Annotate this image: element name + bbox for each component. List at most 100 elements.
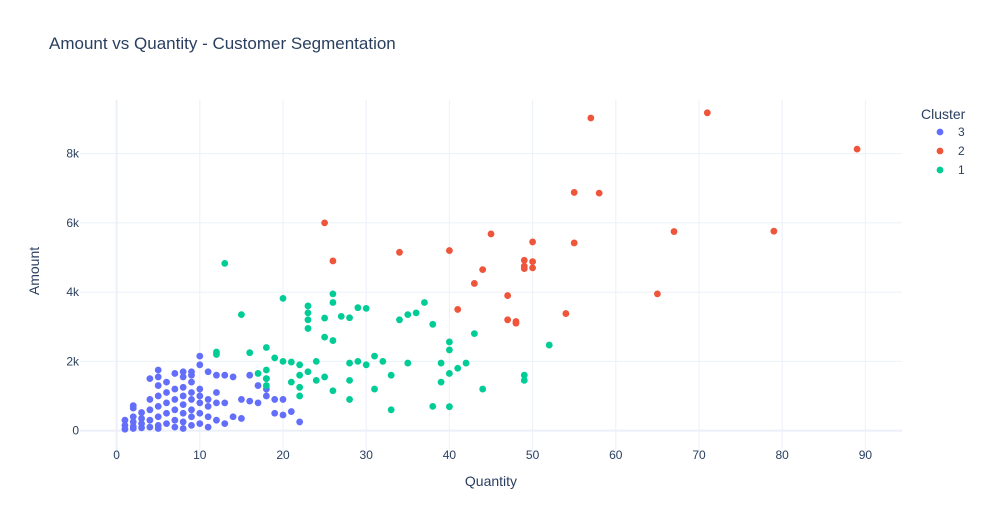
zero-line (80, 100, 902, 460)
data-point (171, 370, 179, 377)
data-point (271, 396, 279, 403)
data-point (129, 423, 137, 430)
data-point (346, 359, 353, 367)
data-point (196, 399, 204, 407)
data-point (304, 302, 312, 310)
data-point (653, 290, 661, 298)
data-point (163, 378, 170, 386)
data-point (229, 413, 237, 421)
data-point (404, 311, 412, 319)
data-point (171, 385, 179, 393)
data-point (321, 314, 329, 322)
data-point (221, 371, 229, 379)
data-point (154, 366, 162, 374)
y-tick-label: 0 (72, 424, 79, 438)
data-point (387, 406, 395, 414)
x-tick-labels: 0 10 20 30 40 50 60 70 80 90 (113, 448, 872, 462)
data-point (262, 366, 270, 374)
data-point (171, 423, 179, 431)
data-point (129, 402, 137, 410)
data-point (254, 399, 262, 407)
data-point (213, 371, 220, 379)
data-point (188, 421, 195, 429)
data-point (287, 378, 295, 386)
data-point (196, 420, 204, 428)
data-point (437, 359, 445, 367)
data-point (262, 392, 270, 400)
x-tick-label: 10 (193, 448, 207, 462)
data-point (703, 109, 711, 117)
series-3 (121, 352, 304, 433)
data-point (479, 266, 487, 274)
data-point (138, 415, 145, 422)
data-point (329, 387, 337, 395)
data-point (238, 396, 245, 403)
data-points (121, 109, 861, 433)
data-point (421, 299, 428, 306)
data-point (179, 401, 187, 409)
data-point (238, 415, 245, 422)
data-point (246, 349, 254, 357)
data-point (188, 378, 195, 386)
data-point (179, 392, 187, 400)
data-point (396, 248, 403, 256)
data-point (188, 413, 195, 421)
data-point (446, 403, 453, 411)
legend-label: 1 (958, 163, 965, 177)
data-point (221, 420, 229, 428)
y-tick-labels: 0 2k 4k 6k 8k (66, 147, 80, 438)
data-point (346, 314, 353, 322)
data-point (154, 413, 162, 421)
data-point (346, 396, 353, 403)
data-point (179, 373, 187, 381)
data-point (146, 416, 154, 424)
data-point (171, 396, 179, 403)
data-point (279, 294, 287, 302)
data-point (213, 348, 220, 356)
data-point (454, 364, 462, 372)
data-point (213, 399, 220, 407)
data-point (179, 409, 187, 417)
data-point (404, 359, 412, 367)
legend: Cluster 3 2 1 (921, 106, 966, 177)
series-2 (321, 109, 861, 327)
data-point (271, 354, 279, 362)
data-point (379, 357, 387, 365)
y-tick-label: 2k (66, 354, 80, 368)
data-point (154, 382, 162, 389)
data-point (196, 352, 204, 360)
data-point (279, 411, 287, 419)
data-point (770, 227, 778, 235)
data-point (196, 361, 204, 369)
data-point (154, 373, 162, 381)
data-point (262, 344, 270, 351)
data-point (121, 416, 129, 424)
data-point (287, 408, 295, 415)
data-point (304, 325, 312, 332)
data-point (462, 359, 470, 367)
legend-marker (936, 147, 944, 155)
data-point (437, 378, 445, 386)
data-point (188, 396, 195, 403)
data-point (179, 425, 187, 432)
x-tick-label: 60 (609, 448, 623, 462)
data-point (321, 219, 329, 227)
data-point (312, 357, 320, 365)
data-point (179, 383, 187, 391)
data-point (296, 371, 304, 379)
x-tick-label: 0 (113, 448, 120, 462)
legend-marker (936, 128, 944, 136)
data-point (179, 418, 187, 426)
data-point (279, 396, 287, 403)
data-point (587, 114, 595, 122)
data-point (254, 382, 262, 389)
data-point (163, 420, 170, 428)
data-point (296, 361, 304, 369)
data-point (188, 389, 195, 396)
data-point (229, 373, 237, 381)
data-point (329, 299, 337, 306)
data-point (362, 304, 370, 312)
data-point (304, 368, 312, 376)
data-point (512, 319, 520, 327)
data-point (171, 416, 179, 424)
